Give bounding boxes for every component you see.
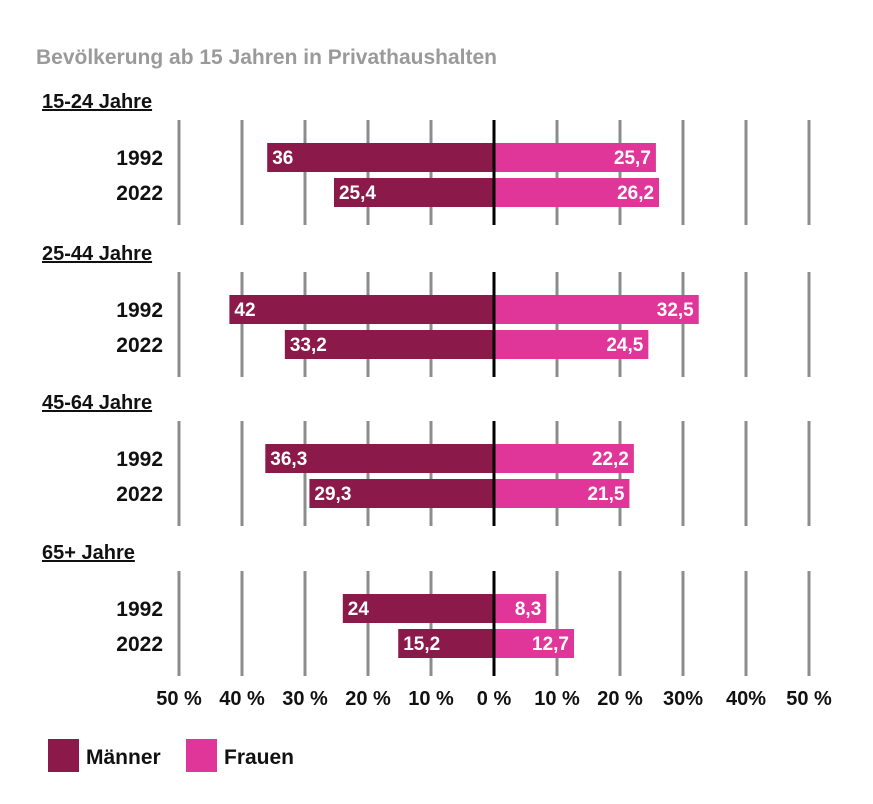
chart-title: Bevölkerung ab 15 Jahren in Privathausha… [36, 46, 497, 69]
legend-label-maenner: Männer [86, 746, 161, 769]
x-tick-label: 0 % [477, 688, 512, 710]
bar-label-frauen: 22,2 [592, 449, 629, 470]
bar-maenner [229, 295, 494, 324]
x-axis-ticks: 50 % 40 % 30 % 20 % 10 % 0 % 10 % 20 % 30% 40% 50 … [156, 688, 832, 710]
year-label: 1992 [116, 147, 163, 170]
group-label: 15-24 Jahre [42, 91, 152, 113]
year-label: 2022 [116, 633, 163, 656]
bar-label-maenner: 29,3 [314, 484, 351, 505]
group-label: 45-64 Jahre [42, 392, 152, 414]
bar-label-maenner: 25,4 [339, 183, 376, 204]
bar-label-maenner: 36,3 [270, 449, 307, 470]
bar-maenner [265, 444, 494, 473]
bar-maenner [309, 479, 494, 508]
x-tick-label: 50 % [156, 688, 202, 710]
group-label: 65+ Jahre [42, 542, 135, 564]
year-label: 1992 [116, 598, 163, 621]
year-label: 2022 [116, 334, 163, 357]
bar-label-frauen: 24,5 [606, 335, 643, 356]
bar-maenner [342, 594, 494, 623]
bar-label-frauen: 8,3 [515, 599, 541, 620]
bar-frauen [494, 479, 630, 508]
year-label: 1992 [116, 299, 163, 322]
legend-swatch-maenner [48, 739, 79, 772]
x-tick-label: 30% [663, 688, 703, 710]
bar-label-frauen: 25,7 [614, 148, 651, 169]
bar-label-maenner: 33,2 [290, 335, 327, 356]
bar-frauen [494, 444, 634, 473]
x-tick-label: 20 % [345, 688, 391, 710]
legend-swatch-frauen [186, 739, 217, 772]
bar-label-maenner: 42 [234, 300, 255, 321]
year-label: 2022 [116, 483, 163, 506]
bar-maenner [284, 330, 494, 359]
gridlines [177, 120, 811, 676]
bar-frauen [494, 143, 656, 172]
legend-label-frauen: Frauen [224, 746, 294, 769]
x-tick-label: 50 % [786, 688, 832, 710]
bars [229, 120, 699, 676]
bar-frauen [494, 295, 699, 324]
x-tick-label: 10 % [534, 688, 580, 710]
bar-label-frauen: 21,5 [587, 484, 624, 505]
bar-label-maenner: 24 [348, 599, 370, 620]
bar-frauen [494, 330, 649, 359]
x-tick-label: 40 % [219, 688, 265, 710]
bar-maenner [398, 629, 494, 658]
bar-maenner [267, 143, 494, 172]
x-tick-label: 40% [726, 688, 766, 710]
year-label: 2022 [116, 182, 163, 205]
bar-label-frauen: 12,7 [532, 634, 569, 655]
bar-maenner [333, 178, 494, 207]
year-label: 1992 [116, 448, 163, 471]
group-label: 25-44 Jahre [42, 243, 152, 265]
x-tick-label: 30 % [282, 688, 328, 710]
bar-label-frauen: 26,2 [617, 183, 654, 204]
bar-frauen [494, 629, 575, 658]
legend: Männer Frauen [48, 739, 294, 772]
bar-label-frauen: 32,5 [657, 300, 694, 321]
bar-label-maenner: 36 [272, 148, 293, 169]
bar-label-maenner: 15,2 [403, 634, 440, 655]
bar-frauen [494, 594, 547, 623]
x-tick-label: 20 % [597, 688, 643, 710]
x-tick-label: 10 % [408, 688, 454, 710]
labels: 15-24 Jahre 1992 36 25,7 2022 25,4 26,2 25-44 J… [42, 91, 694, 656]
bar-frauen [494, 178, 660, 207]
